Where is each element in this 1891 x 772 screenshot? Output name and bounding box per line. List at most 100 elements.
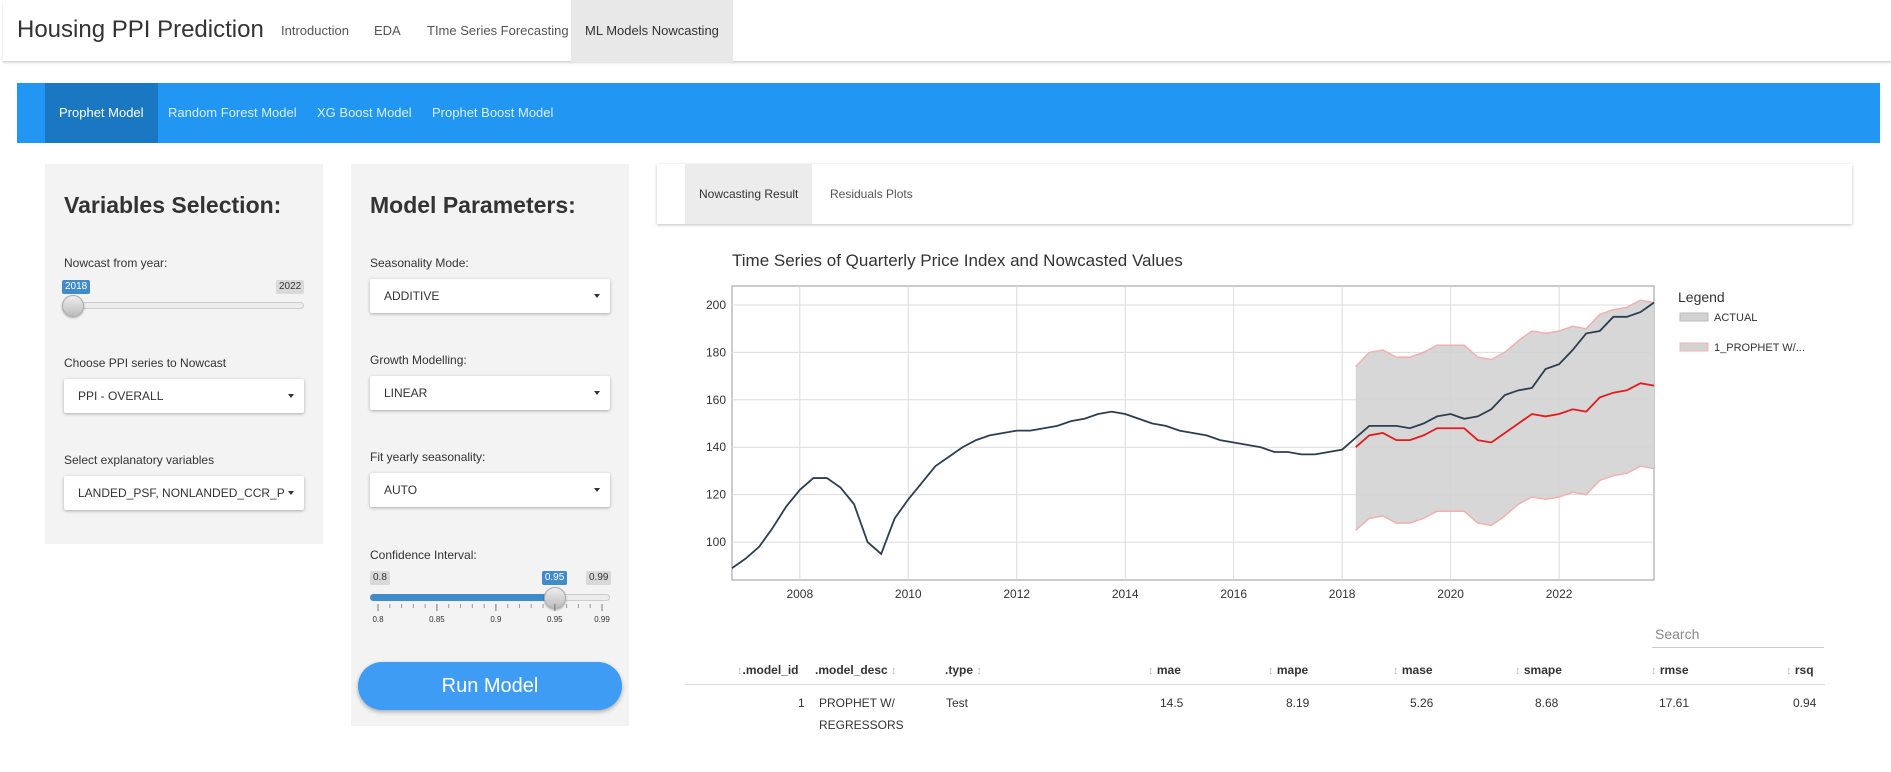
ci-slider-ticks: 0.8 0.85 0.9 0.95 0.99	[372, 604, 610, 624]
y-tick-label: 160	[706, 393, 726, 407]
col-header-rsq[interactable]: ↕ rsq	[1786, 663, 1814, 677]
x-tick-label: 2008	[786, 587, 813, 601]
x-tick-label: 2018	[1329, 587, 1356, 601]
confidence-upper-edge	[1355, 299, 1655, 368]
nav-tab-eda[interactable]: EDA	[374, 23, 401, 38]
ppi-series-value: PPI - OVERALL	[78, 389, 164, 403]
legend-label-actual: ACTUAL	[1714, 312, 1757, 324]
legend-swatch-forecast	[1679, 342, 1709, 352]
nowcast-year-value-badge: 2018	[62, 280, 91, 294]
forecast-series-line	[1355, 382, 1655, 448]
cell-rsq: 0.94	[1793, 696, 1817, 710]
cell-mase: 5.26	[1410, 696, 1434, 710]
sort-icon: ↕	[1786, 665, 1792, 677]
cell-model-id: 1	[798, 696, 805, 710]
run-model-button[interactable]: Run Model	[358, 662, 622, 710]
x-tick-label: 2016	[1220, 587, 1247, 601]
col-header-model-id[interactable]: ↕.model_id	[737, 663, 799, 677]
x-tick-label: 2010	[895, 587, 922, 601]
panel-title-parameters: Model Parameters:	[370, 192, 576, 218]
cell-mape: 8.19	[1286, 696, 1310, 710]
ppi-series-label: Choose PPI series to Nowcast	[64, 356, 227, 370]
yearly-seasonality-value: AUTO	[384, 483, 418, 497]
x-tick-label: 2014	[1112, 587, 1139, 601]
seasonality-mode-value: ADDITIVE	[384, 289, 440, 303]
table-header-divider	[685, 684, 1825, 685]
nav-tab-ml-models-nowcasting[interactable]: ML Models Nowcasting	[571, 0, 733, 62]
confidence-band	[1355, 300, 1654, 531]
sort-icon: ↕	[976, 665, 982, 677]
nowcast-chart: Time Series of Quarterly Price Index and…	[706, 251, 1805, 601]
yearly-seasonality-select[interactable]: AUTO	[370, 473, 610, 507]
y-tick-label: 180	[706, 345, 726, 359]
nowcast-year-max-badge: 2022	[276, 280, 305, 294]
col-header-mape[interactable]: ↕ mape	[1268, 663, 1309, 677]
ci-max-badge: 0.99	[586, 571, 612, 585]
col-header-smape[interactable]: ↕ smape	[1515, 663, 1562, 677]
model-parameters-panel: Model Parameters: Seasonality Mode: ADDI…	[351, 164, 629, 726]
chart-title: Time Series of Quarterly Price Index and…	[732, 251, 1183, 270]
nav-tab-time-series-forecasting[interactable]: TIme Series Forecasting	[427, 23, 569, 38]
col-header-mae[interactable]: ↕ mae	[1148, 663, 1181, 677]
cell-type: Test	[946, 696, 969, 710]
growth-modelling-label: Growth Modelling:	[370, 353, 467, 367]
sort-icon: ↕	[1268, 665, 1274, 677]
variables-selection-panel: Variables Selection: Nowcast from year: …	[45, 164, 323, 544]
tab-nowcasting-result[interactable]: Nowcasting Result	[685, 164, 813, 224]
chevron-down-icon	[288, 394, 294, 398]
nav-tab-introduction[interactable]: Introduction	[281, 23, 349, 38]
legend-label-forecast: 1_PROPHET W/...	[1714, 342, 1805, 354]
sub-tab-xg-boost-model[interactable]: XG Boost Model	[317, 105, 412, 120]
col-header-model-desc[interactable]: .model_desc ↕	[815, 663, 897, 677]
search-underline	[1652, 647, 1824, 648]
table-search-input[interactable]: Search	[1655, 626, 1700, 642]
model-subnav: Prophet Model Random Forest Model XG Boo…	[17, 83, 1880, 143]
sort-icon: ↕	[737, 665, 743, 677]
sort-icon: ↕	[1393, 665, 1399, 677]
x-tick-label: 2022	[1546, 587, 1573, 601]
tab-residuals-plots[interactable]: Residuals Plots	[830, 187, 913, 201]
nowcast-year-slider-track[interactable]	[64, 302, 304, 309]
actual-series-line	[731, 301, 1655, 569]
growth-modelling-value: LINEAR	[384, 386, 428, 400]
x-tick-label: 2012	[1003, 587, 1030, 601]
col-header-type[interactable]: .type ↕	[945, 663, 982, 677]
nowcast-year-label: Nowcast from year:	[64, 256, 168, 270]
ci-tick-label: 0.85	[429, 615, 445, 624]
chevron-down-icon	[288, 491, 294, 495]
sort-icon: ↕	[1148, 665, 1154, 677]
cell-model-desc-line2: REGRESSORS	[819, 718, 904, 732]
nowcast-year-slider-handle[interactable]	[62, 295, 84, 317]
chevron-down-icon	[594, 391, 600, 395]
ci-tick-label: 0.95	[547, 615, 563, 624]
sub-tab-prophet-model[interactable]: Prophet Model	[45, 83, 158, 143]
col-header-rmse[interactable]: ↕ rmse	[1651, 663, 1689, 677]
chevron-down-icon	[594, 488, 600, 492]
cell-mae: 14.5	[1160, 696, 1184, 710]
sort-icon: ↕	[1515, 665, 1521, 677]
result-tabs-bar: Nowcasting Result Residuals Plots	[657, 164, 1852, 224]
cell-rmse: 17.61	[1659, 696, 1690, 710]
chevron-down-icon	[594, 294, 600, 298]
col-header-mase[interactable]: ↕ mase	[1393, 663, 1433, 677]
explanatory-variables-select[interactable]: LANDED_PSF, NONLANDED_CCR_P	[64, 476, 304, 510]
ci-slider-fill	[370, 594, 555, 601]
sub-tab-prophet-boost-model[interactable]: Prophet Boost Model	[432, 105, 554, 120]
sub-tab-random-forest-model[interactable]: Random Forest Model	[168, 105, 297, 120]
sort-icon: ↕	[891, 665, 897, 677]
ppi-series-select[interactable]: PPI - OVERALL	[64, 379, 304, 413]
confidence-lower-edge	[1355, 465, 1655, 531]
seasonality-mode-select[interactable]: ADDITIVE	[370, 279, 610, 313]
ci-tick-label: 0.9	[490, 615, 502, 624]
y-tick-label: 140	[706, 440, 726, 454]
explanatory-variables-value: LANDED_PSF, NONLANDED_CCR_P	[78, 486, 285, 500]
y-tick-label: 100	[706, 535, 726, 549]
ci-min-badge: 0.8	[370, 571, 390, 585]
ci-tick-label: 0.8	[372, 615, 384, 624]
legend-swatch-actual	[1679, 312, 1709, 322]
growth-modelling-select[interactable]: LINEAR	[370, 376, 610, 410]
y-tick-label: 120	[706, 488, 726, 502]
seasonality-mode-label: Seasonality Mode:	[370, 256, 469, 270]
sort-icon: ↕	[1651, 665, 1657, 677]
cell-smape: 8.68	[1535, 696, 1559, 710]
